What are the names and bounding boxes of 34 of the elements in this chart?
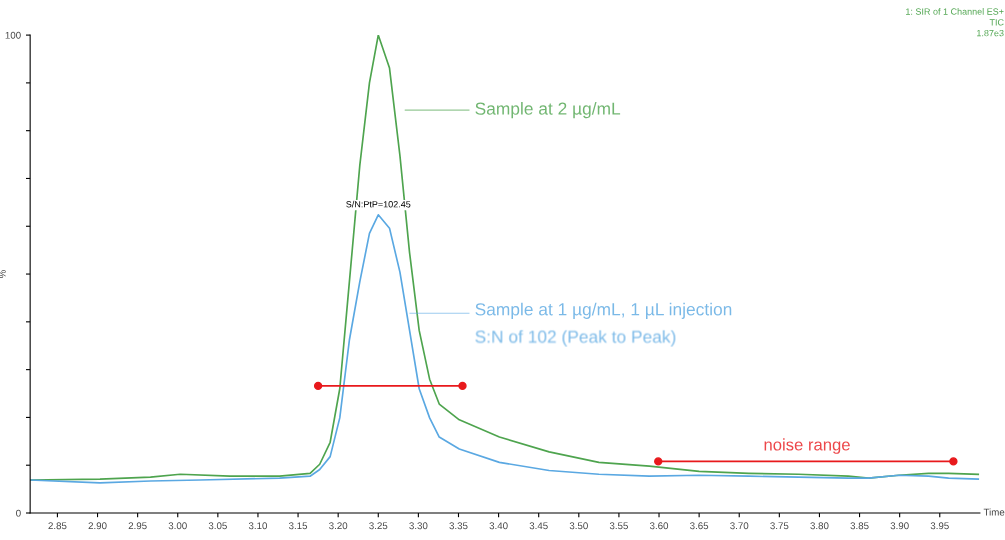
x-tick-label: 2.95 xyxy=(128,522,147,530)
x-tick-label: 3.50 xyxy=(569,522,588,530)
x-tick-label: 3.85 xyxy=(850,522,869,530)
x-tick-label: 3.40 xyxy=(489,522,508,530)
x-tick-label: 3.25 xyxy=(369,522,388,530)
x-tick-label: 3.00 xyxy=(168,522,187,530)
annotation: Sample at 2 µg/mL xyxy=(475,102,621,119)
x-tick-label: 3.20 xyxy=(329,522,348,530)
text: 1: SIR of 1 Channel ES+ xyxy=(906,8,1004,15)
x-tick-label: 3.30 xyxy=(409,522,428,530)
x-tick-label: 3.80 xyxy=(810,522,829,530)
x-tick-label: 3.90 xyxy=(890,522,909,530)
x-tick-label: 2.85 xyxy=(48,522,67,530)
x-tick-label: 3.60 xyxy=(649,522,669,530)
annotation: noise range xyxy=(764,438,850,454)
line-series xyxy=(30,213,980,484)
y-tick-label: 100 xyxy=(5,31,21,39)
annotation: 1.87e3 xyxy=(977,29,1004,37)
y-tick-label: 0 xyxy=(16,509,21,517)
x-tick-label: 3.15 xyxy=(288,522,308,530)
annotation: Sample at 1 µg/mL, 1 µL injection S:N of 102 (Peak to Peak) xyxy=(475,302,732,347)
x-tick-label: 2.90 xyxy=(88,522,107,530)
x-tick-label: 3.95 xyxy=(930,522,949,530)
text: TIC xyxy=(989,19,1004,26)
x-tick-label: 3.05 xyxy=(208,522,227,530)
annotation: S/N:PtP=102.45 xyxy=(346,200,411,208)
x-axis-title: Time xyxy=(983,508,1005,516)
x-tick-label: 3.55 xyxy=(609,522,628,530)
x-tick-label: 3.65 xyxy=(690,522,709,530)
x-tick-label: 3.75 xyxy=(770,522,789,530)
x-tick-label: 3.35 xyxy=(449,522,468,530)
x-tick-label: 3.45 xyxy=(529,522,548,530)
x-tick-label: 3.10 xyxy=(248,522,268,530)
x-tick-label: 3.70 xyxy=(730,522,749,530)
